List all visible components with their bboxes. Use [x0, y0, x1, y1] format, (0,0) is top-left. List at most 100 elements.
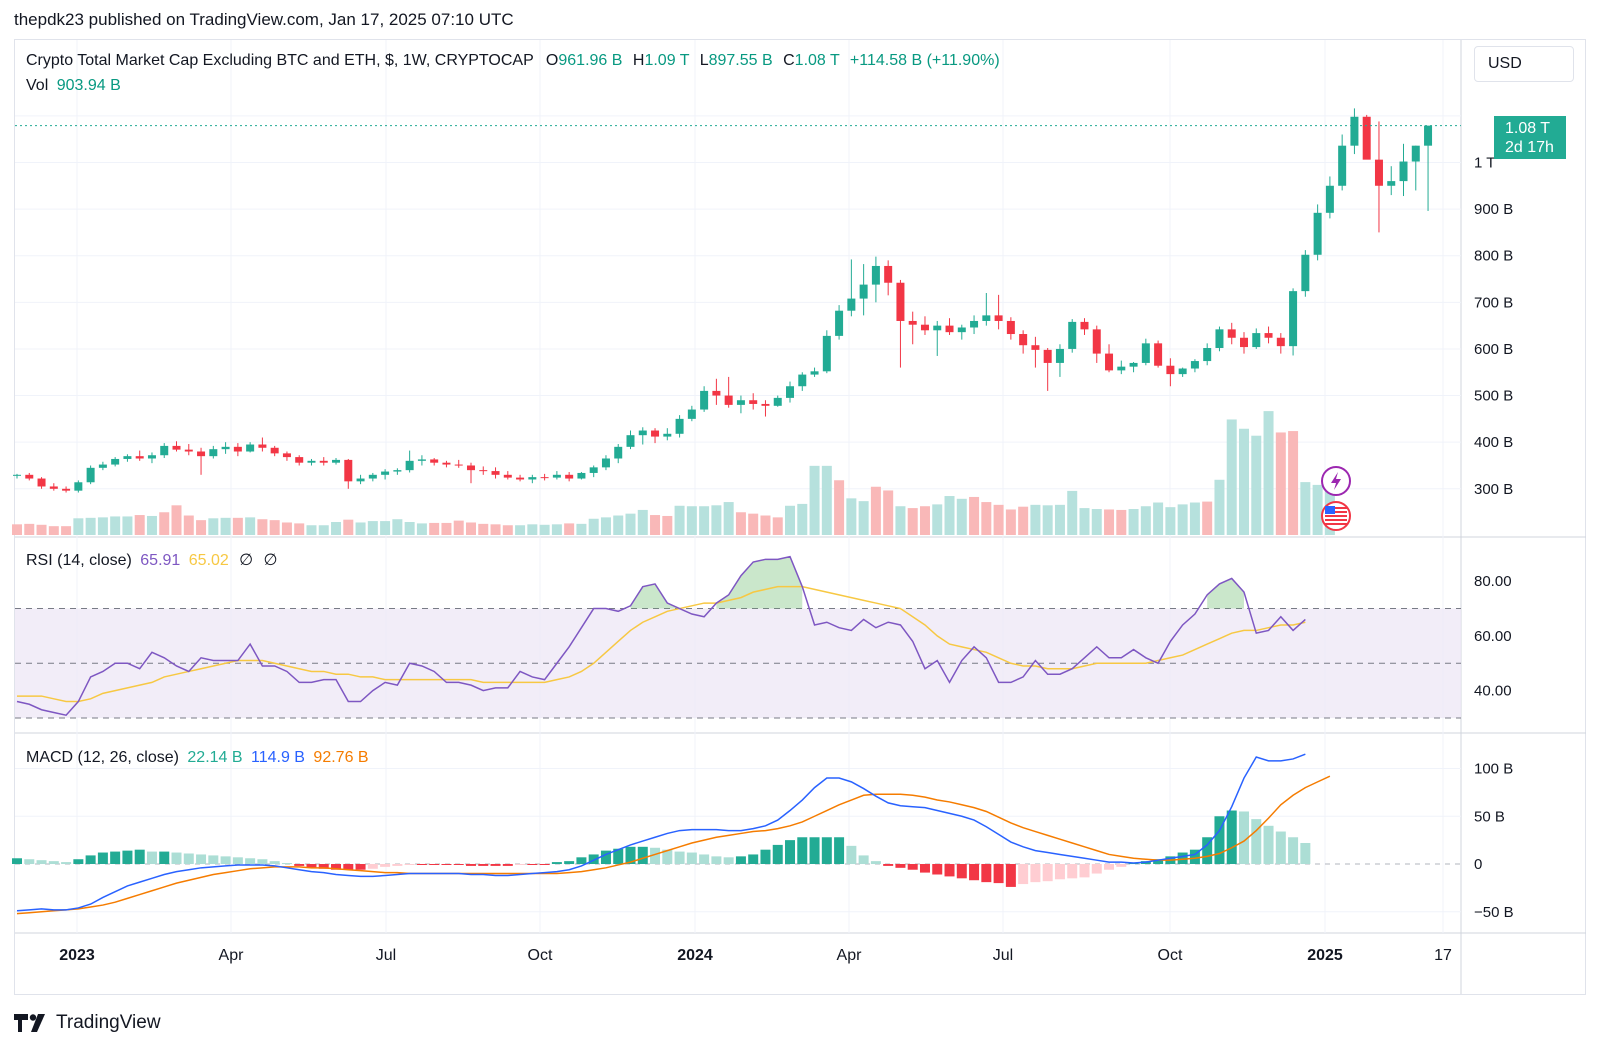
price-tick-label: 800 B [1474, 248, 1513, 265]
macd-histogram-bar [465, 864, 476, 866]
candle-body [503, 474, 512, 478]
candle-body [1080, 321, 1089, 330]
ohlc-close-label: C [783, 52, 795, 69]
candle-body [871, 265, 880, 285]
rsi-tick-label: 80.00 [1474, 573, 1512, 590]
volume-bar [686, 506, 697, 535]
macd-histogram-bar [1214, 816, 1225, 864]
candle-body [62, 488, 71, 491]
candle-body [1006, 320, 1015, 335]
candle-body [614, 446, 623, 459]
candle-body [172, 445, 181, 450]
volume-bar [404, 522, 415, 535]
macd-histogram-bar [981, 864, 992, 883]
volume-series [12, 411, 1335, 535]
candle-body [356, 478, 365, 482]
last-price: 1.08 T [1505, 120, 1551, 137]
volume-bar [245, 517, 256, 535]
volume-bar [1079, 508, 1090, 535]
volume-bar [73, 518, 84, 535]
macd-label[interactable]: MACD (12, 26, close) [26, 749, 179, 766]
volume-bar [944, 496, 955, 535]
macd-histogram-bar [232, 857, 243, 864]
candle-body [1117, 366, 1126, 371]
candle-body [516, 477, 525, 480]
volume-bar [429, 522, 440, 535]
macd-histogram-bar [662, 849, 673, 864]
main-legend: Crypto Total Market Cap Excluding BTC an… [26, 52, 1000, 70]
candle-body [822, 335, 831, 372]
currency-button[interactable]: USD [1474, 46, 1574, 82]
candle-body [749, 400, 758, 404]
rsi-line [16, 555, 1306, 717]
candle-body [405, 460, 414, 471]
volume-bar [809, 465, 820, 535]
candle-body [430, 459, 439, 463]
macd-histogram-bar [1104, 864, 1115, 870]
macd-histogram-bar [993, 864, 1004, 884]
macd-histogram-bar [502, 864, 513, 866]
macd-histogram-bar [1054, 864, 1065, 880]
macd-histogram-bar [1018, 864, 1029, 885]
macd-histogram-bar [515, 864, 526, 865]
macd-histogram-bar [650, 847, 661, 864]
candle-body [270, 447, 279, 454]
volume-bar [993, 504, 1004, 535]
us-flag-canton [1325, 506, 1335, 514]
volume-label[interactable]: Vol [26, 77, 49, 94]
macd-signal-line [16, 775, 1331, 915]
candle-body [454, 464, 463, 466]
price-tick-label: 500 B [1474, 388, 1513, 405]
rsi-background [15, 608, 1461, 719]
candle-body [86, 467, 95, 483]
volume-bar [502, 525, 513, 535]
last-price-tag: 1.08 T 2d 17h [1494, 116, 1566, 159]
candle-body [221, 446, 230, 450]
rsi-value: 65.91 [140, 552, 181, 569]
macd-histogram-bar [772, 844, 783, 864]
volume-bar [711, 505, 722, 535]
symbol-title[interactable]: Crypto Total Market Cap Excluding BTC an… [26, 52, 534, 69]
volume-bar [1251, 435, 1262, 535]
candle-body [552, 474, 561, 478]
macd-histogram-bar [699, 854, 710, 864]
macd-histogram-bar [478, 864, 489, 866]
macd-histogram-bar [392, 864, 403, 866]
macd-histogram-bar [1202, 837, 1213, 864]
candle-body [651, 430, 660, 437]
tradingview-brand: TradingView [56, 1012, 161, 1033]
candle-body [896, 282, 905, 321]
volume-bar [1116, 509, 1127, 535]
candle-body [847, 298, 856, 311]
macd-histogram-bar [969, 864, 980, 881]
volume-bar [1005, 509, 1016, 535]
volume-bar [355, 522, 366, 535]
rsi-label[interactable]: RSI (14, close) [26, 552, 132, 569]
volume-bar [650, 515, 661, 535]
volume-bar [515, 525, 526, 535]
us-flag-stripe [1325, 511, 1347, 513]
rsi-overbought-fill [630, 583, 680, 609]
candle-body [601, 458, 610, 468]
price-tick-label: 700 B [1474, 294, 1513, 311]
volume-bar [12, 524, 22, 535]
macd-histogram-bar [944, 864, 955, 877]
time-tick-label: Apr [837, 947, 863, 964]
macd-histogram-bar [1091, 864, 1102, 874]
price-tick-label: 600 B [1474, 341, 1513, 358]
price-tick-label: 900 B [1474, 201, 1513, 218]
candle-body [282, 453, 291, 458]
volume-bar [97, 517, 108, 535]
candle-body [724, 395, 733, 405]
volume-bar [735, 512, 746, 535]
volume-bar [834, 480, 845, 535]
candle-body [295, 457, 304, 463]
macd-histogram-bar [748, 854, 759, 864]
candle-body [786, 386, 795, 398]
us-flag-stripe [1325, 523, 1347, 525]
volume-bar [907, 508, 918, 535]
volume-bar [257, 519, 268, 535]
volume-bar [1042, 505, 1053, 535]
macd-histogram-bar [858, 855, 869, 864]
